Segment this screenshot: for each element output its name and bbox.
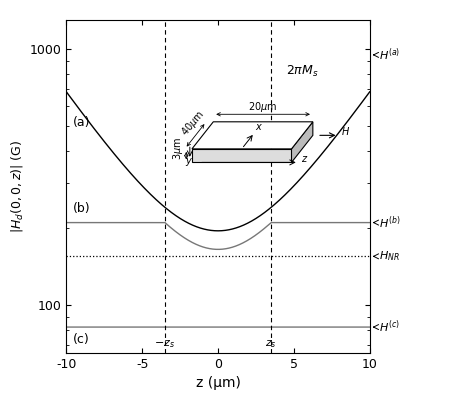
Text: 3$\mu$m: 3$\mu$m: [171, 136, 185, 160]
Text: 40$\mu$m: 40$\mu$m: [179, 108, 208, 139]
Text: $2\pi M_s$: $2\pi M_s$: [286, 64, 319, 79]
Polygon shape: [292, 122, 313, 162]
Y-axis label: $|H_d(0,0,z)|$ (G): $|H_d(0,0,z)|$ (G): [9, 140, 26, 233]
Text: z: z: [301, 154, 307, 164]
Text: H: H: [341, 128, 349, 137]
Text: $H^{(c)}$: $H^{(c)}$: [379, 319, 400, 335]
Text: y: y: [185, 156, 191, 166]
Text: $-z_s$: $-z_s$: [155, 338, 175, 350]
Polygon shape: [192, 122, 313, 149]
Text: $H_{NR}$: $H_{NR}$: [379, 249, 400, 263]
X-axis label: z (μm): z (μm): [196, 376, 240, 390]
Text: (a): (a): [73, 116, 90, 129]
Text: $z_s$: $z_s$: [265, 338, 277, 350]
Text: (c): (c): [73, 332, 89, 346]
Text: $H^{(a)}$: $H^{(a)}$: [379, 47, 400, 63]
Text: x: x: [255, 122, 261, 132]
Text: (b): (b): [73, 202, 90, 215]
Text: $H^{(b)}$: $H^{(b)}$: [379, 214, 401, 231]
Polygon shape: [192, 149, 292, 162]
Text: 20$\mu$m: 20$\mu$m: [248, 100, 278, 114]
